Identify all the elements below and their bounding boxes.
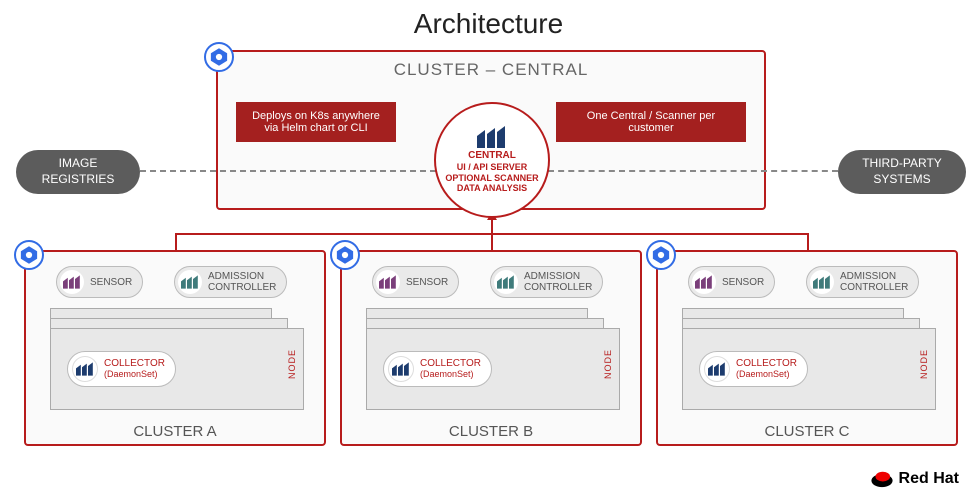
central-circle: CENTRAL UI / API SERVER OPTIONAL SCANNER… [434, 102, 550, 218]
sensor-label: SENSOR [406, 277, 448, 288]
admission-controller-component: ADMISSION CONTROLLER [806, 266, 919, 298]
collector-label: COLLECTOR(DaemonSet) [420, 358, 481, 380]
banner-deploys: Deploys on K8s anywhere via Helm chart o… [236, 102, 396, 142]
central-icon [477, 126, 507, 148]
collector-icon [704, 356, 730, 382]
collector-label: COLLECTOR(DaemonSet) [104, 358, 165, 380]
central-line: DATA ANALYSIS [457, 183, 527, 194]
external-third-party-systems: THIRD-PARTYSYSTEMS [838, 150, 966, 194]
node-label: NODE [287, 349, 297, 379]
collector-label: COLLECTOR(DaemonSet) [736, 358, 797, 380]
node-card: NODE COLLECTOR(DaemonSet) [682, 328, 936, 410]
connector-central-stub [491, 218, 493, 234]
sensor-component: SENSOR [688, 266, 775, 298]
cluster-title: CLUSTER B [342, 423, 640, 440]
central-line: OPTIONAL SCANNER [445, 173, 538, 184]
collector-component: COLLECTOR(DaemonSet) [67, 351, 176, 387]
collector-component: COLLECTOR(DaemonSet) [699, 351, 808, 387]
sensor-component: SENSOR [56, 266, 143, 298]
flow-line-right [548, 170, 838, 172]
cluster-title: CLUSTER C [658, 423, 956, 440]
admission-icon [810, 270, 834, 294]
page-title: Architecture [0, 8, 977, 40]
collector-icon [388, 356, 414, 382]
k8s-icon [204, 42, 234, 72]
sensor-component: SENSOR [372, 266, 459, 298]
admission-label: ADMISSION CONTROLLER [524, 271, 592, 293]
central-line: UI / API SERVER [457, 162, 528, 173]
central-head: CENTRAL [468, 150, 516, 162]
sensor-label: SENSOR [90, 277, 132, 288]
k8s-icon [330, 240, 360, 270]
flow-line-left [140, 170, 436, 172]
sensor-label: SENSOR [722, 277, 764, 288]
node-stack: NODENODENODECOLLECTOR(DaemonSet) [50, 308, 304, 416]
admission-controller-component: ADMISSION CONTROLLER [174, 266, 287, 298]
k8s-icon [14, 240, 44, 270]
collector-component: COLLECTOR(DaemonSet) [383, 351, 492, 387]
node-card: NODE COLLECTOR(DaemonSet) [50, 328, 304, 410]
admission-icon [494, 270, 518, 294]
cluster-box: SENSORADMISSION CONTROLLERNODENODENODECO… [340, 250, 642, 446]
admission-label: ADMISSION CONTROLLER [208, 271, 276, 293]
cluster-box: SENSORADMISSION CONTROLLERNODENODENODECO… [656, 250, 958, 446]
cluster-box: SENSORADMISSION CONTROLLERNODENODENODECO… [24, 250, 326, 446]
redhat-text: Red Hat [899, 470, 959, 488]
sensor-icon [376, 270, 400, 294]
admission-icon [178, 270, 202, 294]
node-stack: NODENODENODECOLLECTOR(DaemonSet) [682, 308, 936, 416]
node-card: NODE COLLECTOR(DaemonSet) [366, 328, 620, 410]
cluster-central-title: CLUSTER – CENTRAL [218, 60, 764, 80]
node-label: NODE [919, 349, 929, 379]
connector-vertical [175, 233, 177, 250]
sensor-icon [692, 270, 716, 294]
connector-vertical [807, 233, 809, 250]
banner-one-central: One Central / Scanner per customer [556, 102, 746, 142]
admission-controller-component: ADMISSION CONTROLLER [490, 266, 603, 298]
connector-vertical [491, 233, 493, 250]
admission-label: ADMISSION CONTROLLER [840, 271, 908, 293]
external-image-registries: IMAGEREGISTRIES [16, 150, 140, 194]
sensor-icon [60, 270, 84, 294]
k8s-icon [646, 240, 676, 270]
redhat-logo: Red Hat [869, 466, 959, 492]
node-label: NODE [603, 349, 613, 379]
collector-icon [72, 356, 98, 382]
node-stack: NODENODENODECOLLECTOR(DaemonSet) [366, 308, 620, 416]
cluster-title: CLUSTER A [26, 423, 324, 440]
